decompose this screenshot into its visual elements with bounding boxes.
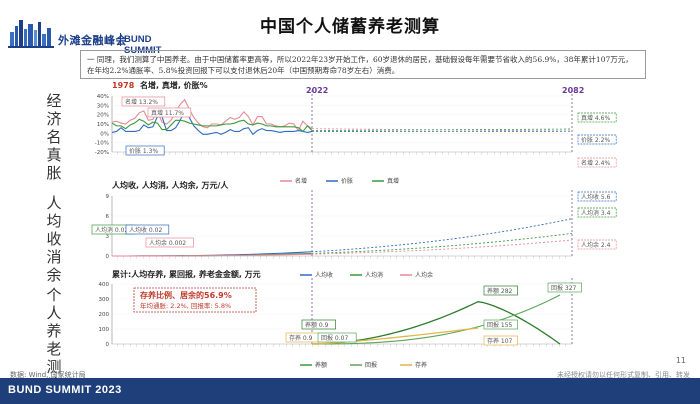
ann-right-cons: 人均消 3.4 xyxy=(581,209,611,217)
x-tick-marks xyxy=(112,256,572,259)
ann-left-nominal-box xyxy=(121,96,166,107)
ann-savings-peak: 存养 107 xyxy=(487,337,513,345)
chart-nominal-real-inflation: 名增, 真增, 价胀% 40% 30% 20% 10% 0% -10% -20% 名增 13… xyxy=(95,80,617,185)
ann-right-sav: 人均余 2.4 xyxy=(581,241,611,249)
y-tick-label: 6 xyxy=(106,214,110,220)
ann-return-right: 回报 327 xyxy=(551,284,577,292)
series-nominal-forecast xyxy=(311,128,573,132)
year-now-label: 2022 xyxy=(306,86,328,95)
series-savings-history xyxy=(111,253,312,257)
ratio-callout-box xyxy=(133,287,257,313)
legend-label-1: 回报 xyxy=(365,361,377,369)
logo-text-cn: 外滩金融峰会 xyxy=(58,34,127,47)
chart3-title: 累计:人均存养, 累回报, 养老金金额, 万元 xyxy=(112,269,261,279)
legend-label-0: 人均收 xyxy=(315,271,333,279)
ann-return-low: 回报 0.07 xyxy=(321,334,348,342)
source-note: 数据: Wind, 国家统计局 xyxy=(10,371,86,379)
year-start-label: 1978 xyxy=(112,81,135,90)
ann-right-real-box xyxy=(577,112,617,123)
ann-left-nominal: 名增 13.2% xyxy=(125,98,158,106)
ann-left-inflation-box xyxy=(125,145,165,156)
chart2-title: 人均收, 人均消, 人均余, 万元/人 xyxy=(112,180,229,190)
ann-left-inflation: 价胀 1.3% xyxy=(129,147,158,155)
ann-left-sav: 人均余 0.002 xyxy=(149,239,186,247)
ann-left-inc: 人均收 0.02 xyxy=(129,226,162,234)
side-label-income: 人均收消余 xyxy=(46,194,62,284)
legend-label-2: 存养 xyxy=(415,361,427,369)
series-real-history xyxy=(111,118,313,133)
ann-savings-peak-box xyxy=(483,335,518,346)
legend-label-0: 名增 xyxy=(295,177,307,185)
footer-bar: BUND SUMMIT 2023 xyxy=(0,378,700,404)
series-inflation-history xyxy=(111,109,313,136)
ann-right-inflation: 价胀 2.2% xyxy=(581,136,610,144)
ann-right-nominal-box xyxy=(577,157,617,168)
ann-right-sav-box xyxy=(577,239,617,250)
x-tick-marks xyxy=(112,344,572,347)
legend-label-2: 人均余 xyxy=(415,271,433,279)
ann-left-cons: 人均消 0.02 xyxy=(95,226,128,234)
ann-pension-peak-box xyxy=(483,285,518,296)
ratio-sub: 年均通胀: 2.2%, 回报率: 5.8% xyxy=(140,301,231,310)
legend-label-0: 养额 xyxy=(315,361,327,369)
year-end-label: 2082 xyxy=(562,86,584,95)
legend-label-1: 价胀 xyxy=(341,177,353,185)
y-tick-label: 9 xyxy=(106,194,110,200)
series-return xyxy=(311,294,561,345)
legend-label-2: 真增 xyxy=(387,177,399,185)
ann-savings-low: 存养 0.9 xyxy=(289,334,313,342)
y-tick-label: 300 xyxy=(99,297,110,303)
y-tick-label: 200 xyxy=(99,312,110,318)
chart-pension-calc: 累计:人均存养, 累回报, 养老金金额, 万元 400 300 200 100 0 存养… xyxy=(99,269,582,369)
ann-right-cons-box xyxy=(577,207,617,218)
ann-return-peak-box xyxy=(483,319,518,330)
ann-right-real: 真增 4.6% xyxy=(581,114,610,122)
ann-pension-mid-box xyxy=(301,319,336,330)
x-tick-marks xyxy=(112,152,572,155)
y-tick-label: -20% xyxy=(95,150,109,156)
y-tick-label: 400 xyxy=(99,282,110,288)
logo-divider xyxy=(120,33,121,46)
ann-left-real-box xyxy=(147,107,192,118)
series-savings xyxy=(311,327,479,345)
ratio-title: 存养比例、居余的56.9% xyxy=(139,290,232,300)
ann-left-inc-box xyxy=(125,224,170,235)
series-savings-forecast xyxy=(311,239,573,255)
y-tick-label: 0 xyxy=(106,342,110,348)
y-tick-label: 10% xyxy=(97,122,109,128)
page-number: 11 xyxy=(675,356,686,365)
y-tick-label: 30% xyxy=(97,103,109,109)
ann-left-sav-box xyxy=(145,237,194,248)
footer-brand: BUND SUMMIT 2023 xyxy=(8,384,122,396)
y-tick-label: 40% xyxy=(97,94,109,100)
y-tick-label: 100 xyxy=(99,327,110,333)
intro-text: 一 同理，我们测算了中国养老。由于中国储蓄率更高等，所以2022年23岁开始工作… xyxy=(80,50,646,79)
ann-return-peak: 回报 155 xyxy=(487,321,513,329)
series-income-forecast xyxy=(311,218,573,253)
ann-return-low-box xyxy=(317,332,357,343)
chart-per-capita: 人均收, 人均消, 人均余, 万元/人 9 6 3 0 人均消 0.02 人均收 0.0… xyxy=(91,180,617,279)
ann-pension-mid: 养额 0.9 xyxy=(305,321,329,329)
y-tick-label: 20% xyxy=(97,113,109,119)
y-tick-label: -10% xyxy=(95,141,109,147)
side-label-economy: 经济名真胀 xyxy=(46,92,62,182)
y-tick-label: 0% xyxy=(100,131,109,137)
page-title: 中国个人储蓄养老测算 xyxy=(260,17,440,37)
chart1-title: 名增, 真增, 价胀% xyxy=(140,80,208,90)
series-consumption-forecast xyxy=(311,232,573,254)
ann-right-inflation-box xyxy=(577,134,617,145)
ann-right-inc-box xyxy=(577,191,617,202)
series-real-forecast xyxy=(311,128,573,131)
ann-return-right-box xyxy=(547,282,582,293)
skyline-icon xyxy=(8,20,54,48)
ann-right-nominal: 名增 2.4% xyxy=(581,159,610,167)
ann-right-inc: 人均收 5.6 xyxy=(581,193,611,201)
legend-label-1: 人均消 xyxy=(365,271,383,279)
y-tick-label: 0 xyxy=(106,254,110,260)
ann-pension-peak: 养额 282 xyxy=(487,287,513,295)
ann-left-real: 真增 11.7% xyxy=(151,109,184,117)
y-tick-label: 3 xyxy=(106,234,110,240)
copyright-note: 未经授权请勿以任何形式复制、引用、转发 xyxy=(557,371,690,379)
